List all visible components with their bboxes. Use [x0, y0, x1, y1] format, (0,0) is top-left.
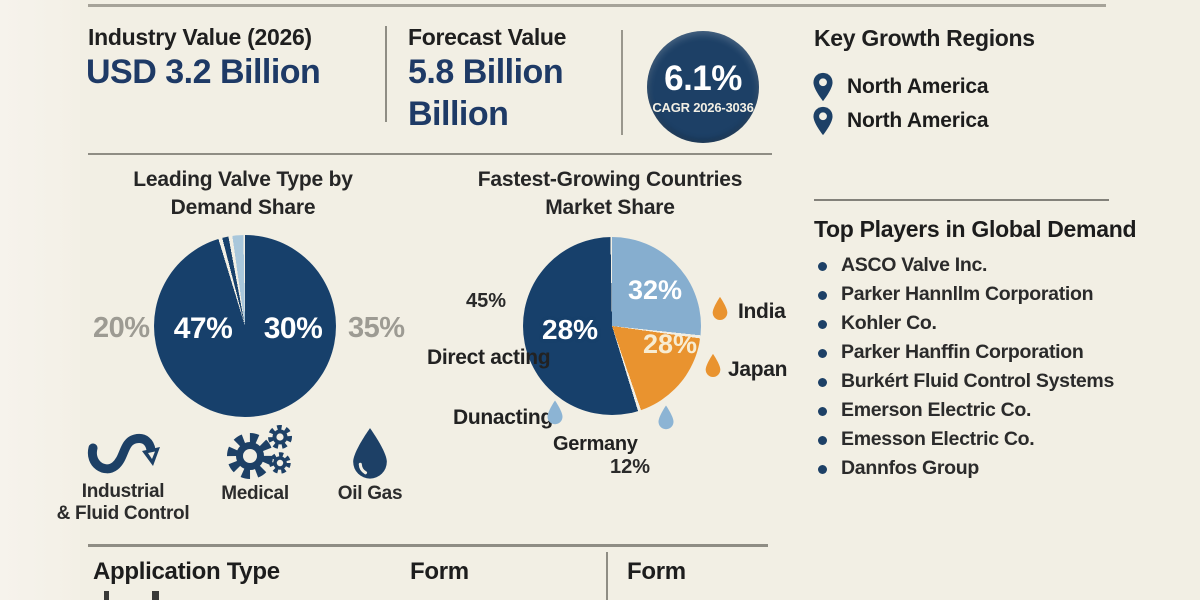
valve-pie-title-line1: Leading Valve Type by — [133, 168, 353, 191]
countries-pie-label-orange: 28% — [643, 329, 698, 359]
countries-pie-title-line2: Market Share — [545, 196, 675, 219]
japan-label: Japan — [728, 358, 788, 381]
header-divider-1 — [385, 26, 387, 122]
droplet-icon — [656, 404, 676, 432]
bullet-icon — [818, 349, 827, 358]
player-name: Parker Hanffin Corporation — [841, 341, 1084, 363]
top-divider-line — [88, 4, 1106, 7]
bullet-icon — [818, 320, 827, 329]
bottom-column-divider — [606, 552, 608, 600]
player-name: Emesson Electric Co. — [841, 428, 1035, 450]
growth-regions-title: Key Growth Regions — [814, 25, 1035, 51]
droplet-icon — [545, 399, 565, 427]
player-name: Kohler Co. — [841, 312, 937, 334]
player-name: ASCO Valve Inc. — [841, 254, 988, 276]
form-header-1: Form — [410, 558, 469, 585]
bullet-icon — [818, 407, 827, 416]
cutoff-text-fragment — [152, 591, 159, 600]
india-label: India — [738, 300, 786, 323]
countries-pie-label-blue: 32% — [628, 275, 683, 305]
countries-pie-label-12: 12% — [610, 456, 651, 478]
pipe-flow-arrow-icon — [85, 430, 165, 482]
region-name: North America — [847, 75, 989, 98]
valve-pie-label-20: 20% — [93, 312, 150, 344]
player-list-item: Dannfos Group — [814, 457, 1174, 486]
bullet-icon — [818, 436, 827, 445]
industry-value-label: Industry Value (2026) — [88, 24, 312, 50]
bullet-icon — [818, 262, 827, 271]
forecast-value-amount-line2: Billion — [408, 95, 509, 133]
countries-pie-label-45: 45% — [466, 290, 507, 312]
location-pin-icon — [812, 72, 834, 102]
application-label-line1: Oil Gas — [337, 483, 403, 504]
player-name: Emerson Electric Co. — [841, 399, 1032, 421]
bottom-section-divider — [88, 544, 768, 547]
player-list-item: Burkért Fluid Control Systems — [814, 370, 1174, 399]
valve-pie-title-line2: Demand Share — [170, 196, 316, 219]
oil-droplet-icon — [348, 426, 392, 482]
dunacting-label: Dunacting — [453, 406, 553, 429]
forecast-value-label: Forecast Value — [408, 24, 567, 50]
valve-pie-label-35: 35% — [348, 312, 405, 344]
germany-label: Germany — [553, 433, 638, 455]
region-item: North America — [812, 72, 989, 102]
player-list-item: Emesson Electric Co. — [814, 428, 1174, 457]
top-players-top-divider — [814, 199, 1109, 201]
valve-pie-label-47: 47% — [173, 312, 233, 345]
bullet-icon — [818, 465, 827, 474]
region-item: North America — [812, 106, 989, 136]
location-pin-icon — [812, 106, 834, 136]
application-label-line2: & Fluid Control — [56, 503, 190, 524]
player-list-item: Emerson Electric Co. — [814, 399, 1174, 428]
player-name: Burkért Fluid Control Systems — [841, 370, 1115, 392]
bullet-icon — [818, 291, 827, 300]
application-label-line1: Industrial — [81, 481, 165, 502]
cagr-badge: 6.1% CAGR 2026-3036 — [647, 31, 759, 143]
top-players-title: Top Players in Global Demand — [814, 216, 1137, 242]
gears-icon — [222, 423, 298, 483]
direct-acting-label: Direct acting — [427, 346, 551, 369]
droplet-icon — [703, 353, 723, 379]
valve-demand-pie-chart — [154, 235, 336, 417]
player-list-item: Kohler Co. — [814, 312, 1174, 341]
top-players-list: ASCO Valve Inc. Parker Hannllm Corporati… — [814, 254, 1174, 486]
countries-pie-label-navy: 28% — [542, 314, 599, 345]
form-header-2: Form — [627, 558, 686, 585]
header-divider-2 — [621, 30, 623, 135]
player-list-item: Parker Hanffin Corporation — [814, 341, 1174, 370]
countries-market-share-pie-chart — [523, 237, 701, 415]
droplet-icon — [710, 296, 730, 322]
player-list-item: ASCO Valve Inc. — [814, 254, 1174, 283]
left-margin-strip — [0, 0, 80, 600]
bullet-icon — [818, 378, 827, 387]
cagr-value: 6.1% — [664, 59, 742, 98]
player-list-item: Parker Hannllm Corporation — [814, 283, 1174, 312]
forecast-value-amount-line1: 5.8 Billion — [408, 53, 564, 91]
header-bottom-divider — [88, 153, 772, 155]
countries-pie-title-line1: Fastest-Growing Countries — [477, 168, 743, 191]
cutoff-text-fragment — [104, 591, 109, 600]
industry-value-amount: USD 3.2 Billion — [86, 53, 321, 91]
player-name: Dannfos Group — [841, 457, 980, 479]
region-name: North America — [847, 109, 989, 132]
cagr-period-label: CAGR 2026-3036 — [652, 100, 754, 115]
valve-pie-label-30: 30% — [263, 312, 323, 345]
application-type-header: Application Type — [93, 558, 280, 585]
application-label-line1: Medical — [221, 483, 289, 504]
player-name: Parker Hannllm Corporation — [841, 283, 1094, 305]
